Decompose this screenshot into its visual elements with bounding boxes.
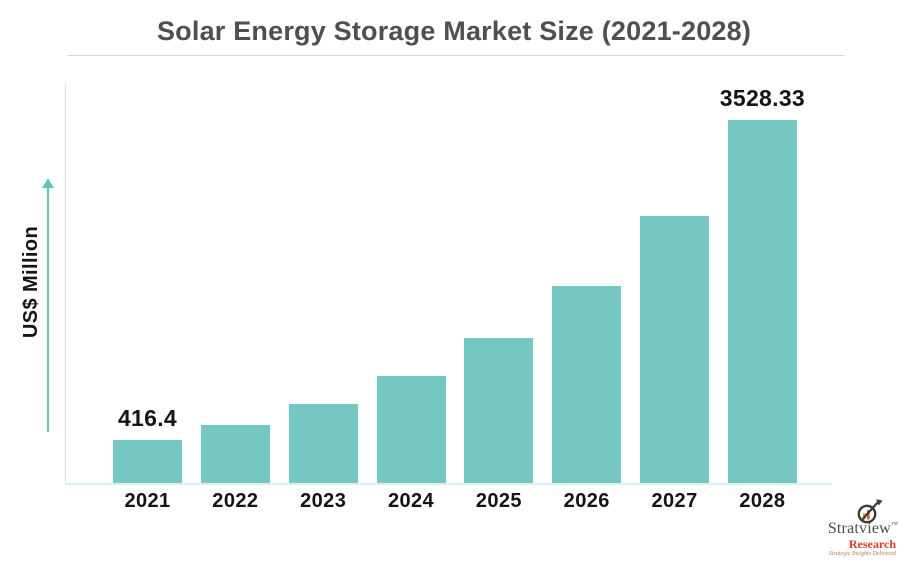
brand-division: Research xyxy=(848,537,896,551)
y-axis-line xyxy=(65,84,66,483)
trademark-symbol: ™ xyxy=(890,520,898,529)
stratview-watermark: Stratview™ Research Strategic Insights D… xyxy=(796,499,900,559)
bar-2025 xyxy=(464,338,534,483)
x-axis-label-2024: 2024 xyxy=(387,490,435,512)
chart-title: Solar Energy Storage Market Size (2021-2… xyxy=(156,16,752,46)
data-label-2021: 416.4 xyxy=(117,405,178,431)
bar-column-2027 xyxy=(640,216,710,483)
bar-column-2028: 3528.33 xyxy=(720,85,805,483)
x-axis-label-2025: 2025 xyxy=(475,490,522,512)
bar-2026 xyxy=(552,286,622,483)
bar-column-2023 xyxy=(288,404,358,483)
y-axis-label: US$ Million xyxy=(20,225,42,339)
x-axis-label-2026: 2026 xyxy=(563,490,610,512)
bar-column-2024 xyxy=(376,376,446,483)
x-axis-label-2027: 2027 xyxy=(651,490,698,512)
brand-tagline: Strategic Insights Delivered xyxy=(828,551,896,557)
title-underline xyxy=(67,55,845,56)
x-axis-label-2028: 2028 xyxy=(739,490,786,512)
y-axis-arrowhead-icon xyxy=(42,178,54,188)
x-axis-line xyxy=(65,483,832,485)
x-axis-label-2023: 2023 xyxy=(300,490,347,512)
bar-2023 xyxy=(288,404,358,483)
bar-2021 xyxy=(113,440,182,483)
brand-name-text: Stratview xyxy=(827,520,891,537)
x-axis-label-2021: 2021 xyxy=(124,490,171,512)
bar-2027 xyxy=(640,216,710,483)
x-axis-labels: 2021 2022 2023 2024 2025 2026 2027 2028 xyxy=(113,490,797,513)
bar-2028 xyxy=(727,120,797,483)
magnifier-arrow-logo-icon xyxy=(857,499,883,524)
x-axis-label-2022: 2022 xyxy=(212,490,259,512)
brand-name: Stratview™ xyxy=(828,520,898,538)
bar-column-2022 xyxy=(200,425,270,483)
bar-column-2026 xyxy=(552,286,622,483)
bar-2022 xyxy=(200,425,270,483)
bar-column-2021: 416.4 xyxy=(113,405,182,483)
y-axis-arrow xyxy=(47,188,49,432)
data-label-2028: 3528.33 xyxy=(719,85,806,111)
bar-column-2025 xyxy=(464,338,534,483)
bar-chart-plot-area: 416.4 3528.33 xyxy=(113,84,805,483)
bar-2024 xyxy=(376,376,446,483)
